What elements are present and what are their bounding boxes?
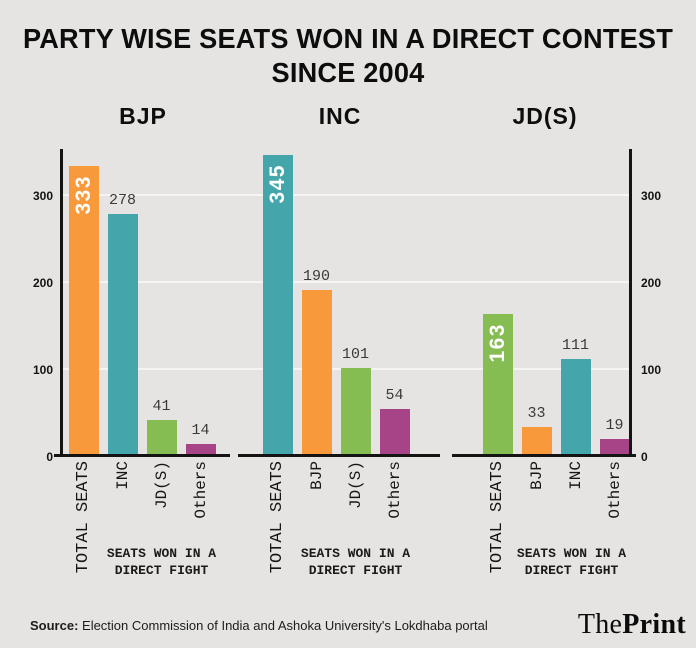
category-label-text: BJP: [527, 461, 546, 490]
source-note: Source: Election Commission of India and…: [30, 618, 488, 633]
category-label-text: INC: [566, 461, 585, 490]
caption-line1: SEATS WON IN A: [300, 546, 411, 562]
source-label: Source:: [30, 618, 79, 633]
category-label-jd(s): JD(S): [142, 461, 181, 509]
category-label-text: JD(S): [346, 461, 365, 510]
panel-bjp: 333 278 41 14: [54, 149, 230, 540]
y-tick-left-300: 300: [32, 188, 53, 203]
total-value-wrap: 163: [478, 323, 517, 363]
bar-inc: [107, 214, 138, 457]
gridline-300: [60, 193, 632, 196]
x-axis-line: [452, 454, 636, 458]
category-label-others: Others: [595, 461, 634, 519]
logo-the: The: [577, 609, 623, 640]
y-axis-ticks-right: 0 100 200 300: [632, 149, 670, 464]
bar-value-others: 14: [191, 422, 210, 440]
caption-line1: SEATS WON IN A: [106, 546, 217, 562]
chart-title-line2: SINCE 2004: [271, 56, 425, 88]
y-tick-right-0: 0: [641, 450, 648, 465]
bar-others: [379, 409, 410, 457]
category-label-text: BJP: [307, 461, 326, 490]
y-axis-line-left: [60, 149, 63, 457]
caption-line2: DIRECT FIGHT: [114, 563, 209, 579]
category-label-text: JD(S): [152, 461, 171, 510]
category-label-jd(s): JD(S): [336, 461, 375, 509]
bar-value-inc: 111: [561, 337, 589, 355]
category-label-others: Others: [375, 461, 414, 519]
bar-total-seats: [482, 314, 513, 457]
bar-value-jd(s): 101: [341, 346, 369, 364]
caption-line2: DIRECT FIGHT: [308, 563, 403, 579]
category-label-text: INC: [113, 461, 132, 490]
category-label-text: TOTAL SEATS: [488, 461, 507, 574]
panel-titles-row: BJP INC JD(S): [26, 103, 670, 135]
tick-spacer: [26, 103, 60, 135]
y-tick-left-100: 100: [32, 362, 53, 377]
bar-value-others: 19: [605, 417, 624, 435]
bar-total-seats: [262, 155, 293, 457]
source-text: Election Commission of India and Ashoka …: [78, 618, 488, 633]
bar-total-seats: [68, 166, 99, 457]
panel-title-bjp: BJP: [119, 103, 167, 130]
x-axis-line: [54, 454, 230, 458]
bar-value-jd(s): 41: [152, 398, 171, 416]
panel-title-jd(s): JD(S): [512, 103, 578, 130]
category-label-text: Others: [605, 461, 624, 519]
caption-line2: DIRECT FIGHT: [524, 563, 619, 579]
bar-inc: [560, 359, 591, 457]
bar-others: [185, 444, 216, 457]
total-value-wrap: 333: [64, 175, 103, 215]
chart-title-line1: PARTY WISE SEATS WON IN A DIRECT CONTEST: [22, 23, 674, 54]
category-label-inc: INC: [556, 461, 595, 490]
charts-row: 0 100 200 300 333 278 41 14 345 190 101 54 163 33 111 1…: [26, 149, 670, 540]
total-seats-value: 333: [71, 175, 95, 215]
category-label-text: TOTAL SEATS: [268, 461, 287, 574]
caption-line1: SEATS WON IN A: [516, 546, 627, 562]
theprint-logo: ThePrint: [578, 609, 686, 641]
chart-title: PARTY WISE SEATS WON IN A DIRECT CONTEST…: [18, 22, 678, 89]
category-label-text: Others: [191, 461, 210, 519]
total-seats-value: 345: [265, 164, 289, 204]
y-axis-ticks-left: 0 100 200 300: [26, 149, 60, 464]
bar-value-inc: 278: [108, 192, 136, 210]
gridline-200: [60, 280, 632, 283]
tick-spacer: [26, 456, 60, 589]
bar-value-others: 54: [385, 387, 404, 405]
panel-title-inc: INC: [318, 103, 362, 130]
y-axis-line-right: [629, 149, 632, 457]
direct-fight-caption: SEATS WON IN A DIRECT FIGHT: [509, 546, 634, 580]
category-label-others: Others: [181, 461, 220, 519]
y-tick-right-100: 100: [641, 362, 662, 377]
bar-bjp: [301, 290, 332, 457]
y-tick-right-200: 200: [641, 275, 662, 290]
y-tick-right-300: 300: [641, 188, 662, 203]
bar-value-bjp: 33: [527, 405, 546, 423]
total-value-wrap: 345: [258, 164, 297, 204]
total-seats-value: 163: [485, 323, 509, 363]
category-label-text: Others: [385, 461, 404, 519]
y-tick-left-0: 0: [46, 450, 53, 465]
panel-jd(s): 163 33 111 19: [452, 149, 636, 540]
category-label-bjp: BJP: [297, 461, 336, 490]
bar-jd(s): [146, 420, 177, 457]
bar-value-bjp: 190: [302, 268, 330, 286]
panel-inc: 345 190 101 54: [238, 149, 440, 540]
x-axis-line: [238, 454, 440, 458]
bar-bjp: [521, 427, 552, 457]
bar-others: [599, 439, 630, 457]
labels-panel-jd(s): TOTAL SEATS BJP INC Others SEATS WON IN A DIR…: [458, 456, 632, 589]
logo-print: Print: [622, 609, 686, 640]
category-label-text: TOTAL SEATS: [74, 461, 93, 574]
category-label-inc: INC: [103, 461, 142, 490]
bar-jd(s): [340, 368, 371, 457]
category-label-bjp: BJP: [517, 461, 556, 490]
direct-fight-caption: SEATS WON IN A DIRECT FIGHT: [291, 546, 420, 580]
direct-fight-caption: SEATS WON IN A DIRECT FIGHT: [97, 546, 226, 580]
y-tick-left-200: 200: [32, 275, 53, 290]
